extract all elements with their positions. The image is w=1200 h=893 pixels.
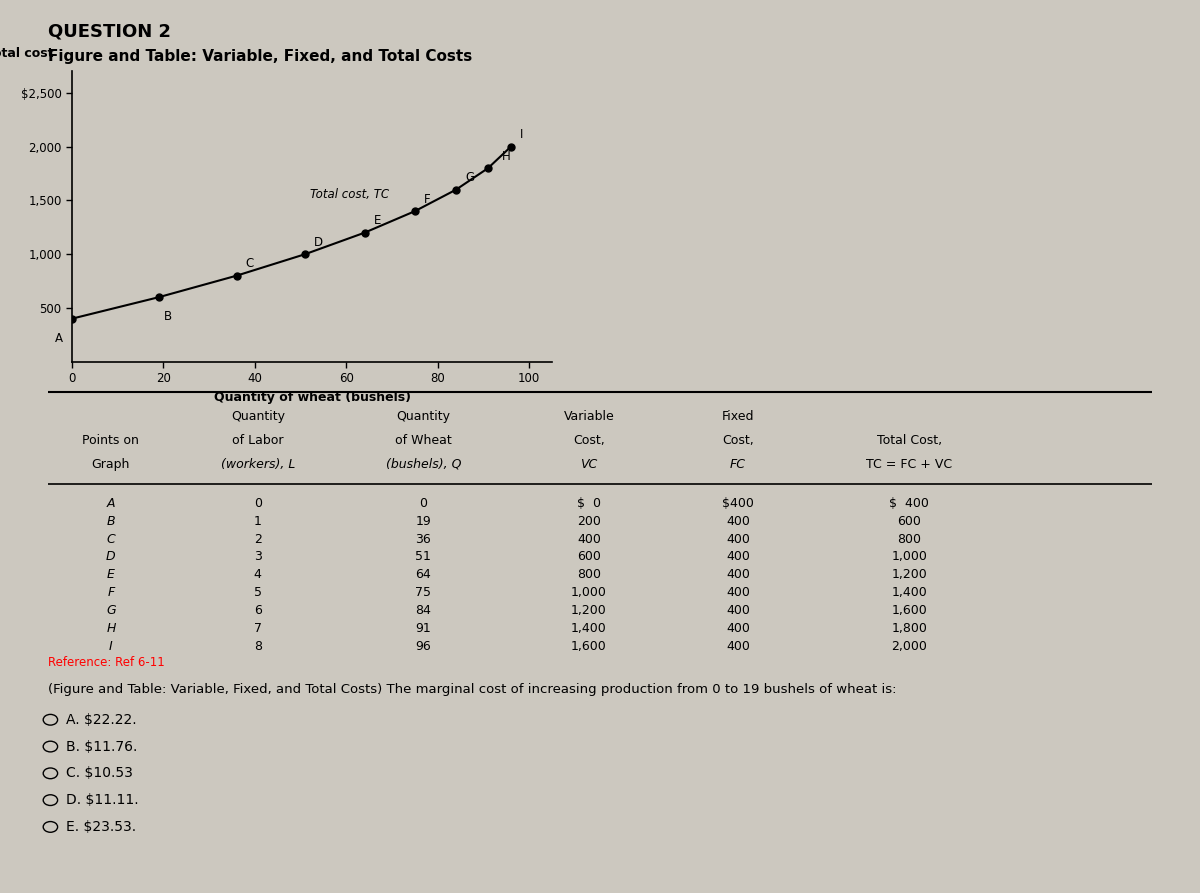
Text: 6: 6 [254, 605, 262, 617]
Text: 1,200: 1,200 [571, 605, 607, 617]
Text: A: A [55, 331, 62, 345]
Text: B: B [163, 310, 172, 323]
Text: TC = FC + VC: TC = FC + VC [866, 458, 952, 471]
Text: 1,000: 1,000 [892, 550, 928, 563]
Text: Cost,: Cost, [722, 434, 754, 446]
Text: Figure and Table: Variable, Fixed, and Total Costs: Figure and Table: Variable, Fixed, and T… [48, 49, 473, 64]
Text: Variable: Variable [564, 410, 614, 422]
Text: (workers), L: (workers), L [221, 458, 295, 471]
Text: C. $10.53: C. $10.53 [66, 766, 133, 780]
Text: 0: 0 [253, 497, 262, 510]
Text: 400: 400 [726, 550, 750, 563]
Text: G: G [106, 605, 115, 617]
Text: QUESTION 2: QUESTION 2 [48, 22, 172, 40]
Text: B. $11.76.: B. $11.76. [66, 739, 137, 754]
Text: Graph: Graph [91, 458, 130, 471]
Text: 3: 3 [254, 550, 262, 563]
Text: Quantity: Quantity [230, 410, 284, 422]
Text: I: I [520, 129, 523, 141]
Text: VC: VC [581, 458, 598, 471]
Text: 1,600: 1,600 [892, 605, 926, 617]
Text: 96: 96 [415, 640, 431, 653]
Text: 84: 84 [415, 605, 431, 617]
Text: 8: 8 [253, 640, 262, 653]
Text: B: B [107, 514, 115, 528]
Text: $400: $400 [722, 497, 754, 510]
Text: Fixed: Fixed [721, 410, 755, 422]
Text: E. $23.53.: E. $23.53. [66, 820, 136, 834]
Text: 400: 400 [726, 532, 750, 546]
Text: E: E [373, 214, 382, 228]
Text: 1,600: 1,600 [571, 640, 607, 653]
Text: 400: 400 [726, 640, 750, 653]
Text: 75: 75 [415, 587, 431, 599]
Text: D. $11.11.: D. $11.11. [66, 793, 139, 807]
Text: Total cost, TC: Total cost, TC [310, 188, 389, 201]
Text: 400: 400 [726, 622, 750, 635]
Text: D: D [314, 236, 324, 249]
Text: H: H [502, 150, 510, 163]
Text: 600: 600 [898, 514, 922, 528]
Text: FC: FC [730, 458, 746, 471]
Text: of Wheat: of Wheat [395, 434, 451, 446]
Text: Total Cost,: Total Cost, [876, 434, 942, 446]
Text: 64: 64 [415, 568, 431, 581]
Text: F: F [424, 193, 431, 205]
Text: 400: 400 [726, 514, 750, 528]
Text: C: C [107, 532, 115, 546]
Text: 400: 400 [726, 605, 750, 617]
Text: 1: 1 [254, 514, 262, 528]
Text: 1,400: 1,400 [571, 622, 607, 635]
Text: C: C [246, 257, 254, 271]
Text: I: I [109, 640, 113, 653]
Text: 800: 800 [577, 568, 601, 581]
Text: H: H [107, 622, 115, 635]
Text: 1,000: 1,000 [571, 587, 607, 599]
Text: 1,200: 1,200 [892, 568, 926, 581]
Text: E: E [107, 568, 115, 581]
Text: (bushels), Q: (bushels), Q [385, 458, 461, 471]
Text: 4: 4 [254, 568, 262, 581]
Text: Cost,: Cost, [574, 434, 605, 446]
Text: 400: 400 [726, 587, 750, 599]
Text: D: D [106, 550, 115, 563]
Text: 1,400: 1,400 [892, 587, 926, 599]
X-axis label: Quantity of wheat (bushels): Quantity of wheat (bushels) [214, 390, 410, 404]
Text: Quantity: Quantity [396, 410, 450, 422]
Text: A: A [107, 497, 115, 510]
Text: 19: 19 [415, 514, 431, 528]
Text: F: F [107, 587, 114, 599]
Text: 600: 600 [577, 550, 601, 563]
Text: Points on: Points on [83, 434, 139, 446]
Text: A. $22.22.: A. $22.22. [66, 713, 137, 727]
Text: 800: 800 [898, 532, 922, 546]
Text: (Figure and Table: Variable, Fixed, and Total Costs) The marginal cost of increa: (Figure and Table: Variable, Fixed, and … [48, 683, 896, 697]
Text: 91: 91 [415, 622, 431, 635]
Text: Total cost: Total cost [0, 46, 53, 60]
Text: 400: 400 [726, 568, 750, 581]
Text: G: G [466, 171, 474, 184]
Text: 200: 200 [577, 514, 601, 528]
Text: Reference: Ref 6-11: Reference: Ref 6-11 [48, 656, 164, 670]
Text: 1,800: 1,800 [892, 622, 928, 635]
Text: 0: 0 [419, 497, 427, 510]
Text: $  400: $ 400 [889, 497, 929, 510]
Text: 51: 51 [415, 550, 431, 563]
Text: 2,000: 2,000 [892, 640, 928, 653]
Text: 400: 400 [577, 532, 601, 546]
Text: 7: 7 [253, 622, 262, 635]
Text: 2: 2 [254, 532, 262, 546]
Text: 36: 36 [415, 532, 431, 546]
Text: $  0: $ 0 [577, 497, 601, 510]
Text: 5: 5 [253, 587, 262, 599]
Text: of Labor: of Labor [232, 434, 283, 446]
